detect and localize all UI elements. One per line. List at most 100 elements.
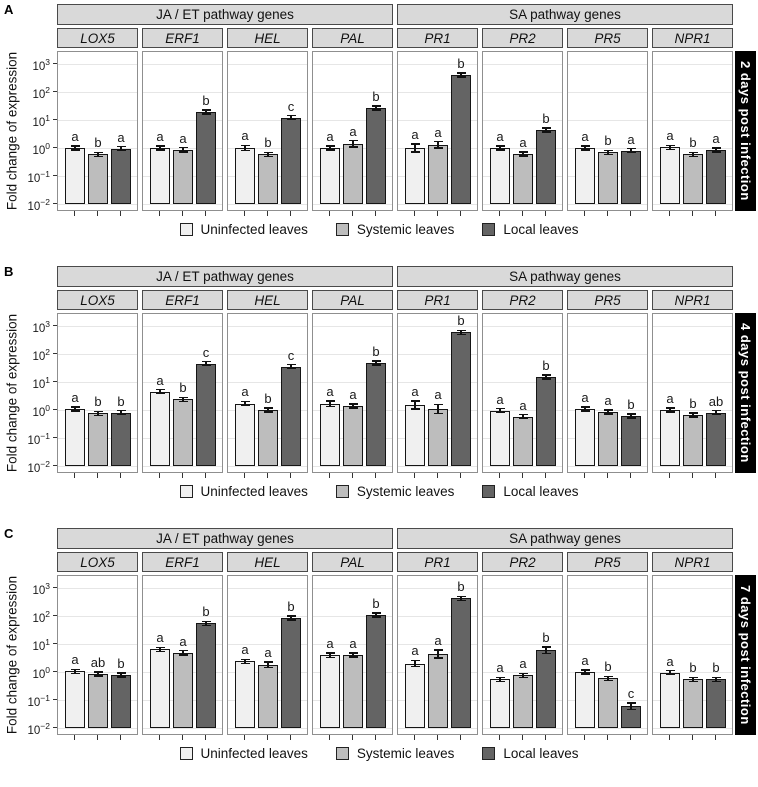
gene-title-pr2: PR2	[482, 290, 563, 310]
error-bar-cap	[348, 407, 358, 409]
gridline	[568, 120, 647, 121]
error-bar-cap	[626, 413, 636, 415]
error-bar-cap	[410, 151, 420, 153]
significance-letter: b	[202, 604, 210, 620]
significance-letter: a	[411, 126, 419, 142]
error-bar-cap	[116, 410, 126, 412]
significance-letter: c	[202, 344, 210, 360]
gridline	[143, 64, 222, 65]
error-bar-cap	[665, 148, 675, 151]
error-bar-cap	[70, 145, 80, 147]
gridline	[568, 616, 647, 617]
gridline	[653, 92, 732, 93]
y-tick-label: 101	[32, 637, 50, 653]
error-bar-cap	[456, 76, 466, 78]
x-tick-mark	[669, 735, 670, 740]
error-bar	[437, 404, 439, 414]
error-bar	[460, 73, 462, 78]
significance-letter: a	[496, 660, 504, 676]
error-bar	[352, 403, 354, 408]
gridline	[568, 644, 647, 645]
gridline	[398, 616, 477, 617]
x-tick-mark	[159, 473, 160, 478]
significance-letter: b	[604, 133, 612, 149]
y-tick-mark	[53, 699, 57, 700]
bar-local	[451, 598, 471, 728]
gridline	[313, 382, 392, 383]
bar-systemic	[683, 414, 703, 466]
error-bar	[545, 647, 547, 654]
x-tick-mark	[607, 473, 608, 478]
error-bar	[630, 413, 632, 418]
significance-letter: b	[264, 135, 272, 151]
bar-local	[366, 107, 386, 204]
bar-systemic	[173, 399, 193, 466]
x-tick-mark	[267, 473, 268, 478]
error-bar-cap	[348, 656, 358, 658]
error-bar-cap	[325, 145, 335, 147]
y-tick-label: 103	[32, 319, 50, 335]
error-bar	[120, 410, 122, 415]
x-tick-mark	[545, 473, 546, 478]
gridline	[398, 92, 477, 93]
error-bar-cap	[263, 661, 273, 663]
error-bar-cap	[711, 680, 721, 682]
gridline	[653, 410, 732, 411]
time-strip: 7 days post infection	[735, 575, 756, 735]
legend-label: Systemic leaves	[356, 222, 455, 237]
error-bar	[692, 152, 694, 157]
x-tick-mark	[120, 473, 121, 478]
significance-letter: a	[581, 389, 589, 405]
gridline	[483, 588, 562, 589]
panel-label: A	[4, 2, 14, 17]
bar-local	[451, 332, 471, 466]
gridline	[228, 120, 307, 121]
legend-label: Uninfected leaves	[200, 746, 308, 761]
bar-local	[196, 112, 216, 204]
y-tick-mark	[53, 119, 57, 120]
legend-item-uninfected: Uninfected leaves	[179, 484, 308, 499]
significance-letter: a	[434, 632, 442, 648]
error-bar-cap	[433, 147, 443, 149]
panel-label: B	[4, 264, 14, 279]
error-bar-cap	[518, 155, 528, 157]
legend-swatch	[482, 485, 496, 498]
error-bar-cap	[116, 676, 126, 678]
group-header-sa: SA pathway genes	[397, 4, 733, 25]
error-bar-cap	[603, 409, 613, 411]
gridline	[228, 466, 307, 467]
y-tick-label: 100	[32, 665, 50, 681]
significance-letter: ab	[90, 654, 106, 670]
error-bar-cap	[580, 410, 590, 412]
error-bar	[715, 147, 717, 152]
significance-letter: c	[287, 347, 295, 363]
error-bar-cap	[371, 105, 381, 107]
gridline	[568, 354, 647, 355]
error-bar-cap	[665, 411, 675, 413]
bar-uninfected	[405, 405, 425, 466]
y-tick-label: 10−2	[27, 721, 51, 737]
x-tick-mark	[205, 473, 206, 478]
gene-title-lox5: LOX5	[57, 28, 138, 48]
error-bar-cap	[263, 411, 273, 413]
gene-title-pr5: PR5	[567, 290, 648, 310]
significance-letter: a	[241, 384, 249, 400]
error-bar-cap	[263, 666, 273, 669]
error-bar-cap	[286, 615, 296, 617]
time-strip-label: 4 days post infection	[738, 323, 753, 463]
x-tick-mark	[159, 211, 160, 216]
bar-systemic	[513, 416, 533, 466]
error-bar	[414, 660, 416, 667]
y-axis-title: Fold change of expression	[4, 313, 20, 473]
error-bar-cap	[70, 672, 80, 675]
error-bar-cap	[541, 131, 551, 133]
panel-label: C	[4, 526, 14, 541]
error-bar-cap	[456, 333, 466, 335]
gridline	[398, 382, 477, 383]
y-tick-label: 10−1	[27, 169, 51, 185]
